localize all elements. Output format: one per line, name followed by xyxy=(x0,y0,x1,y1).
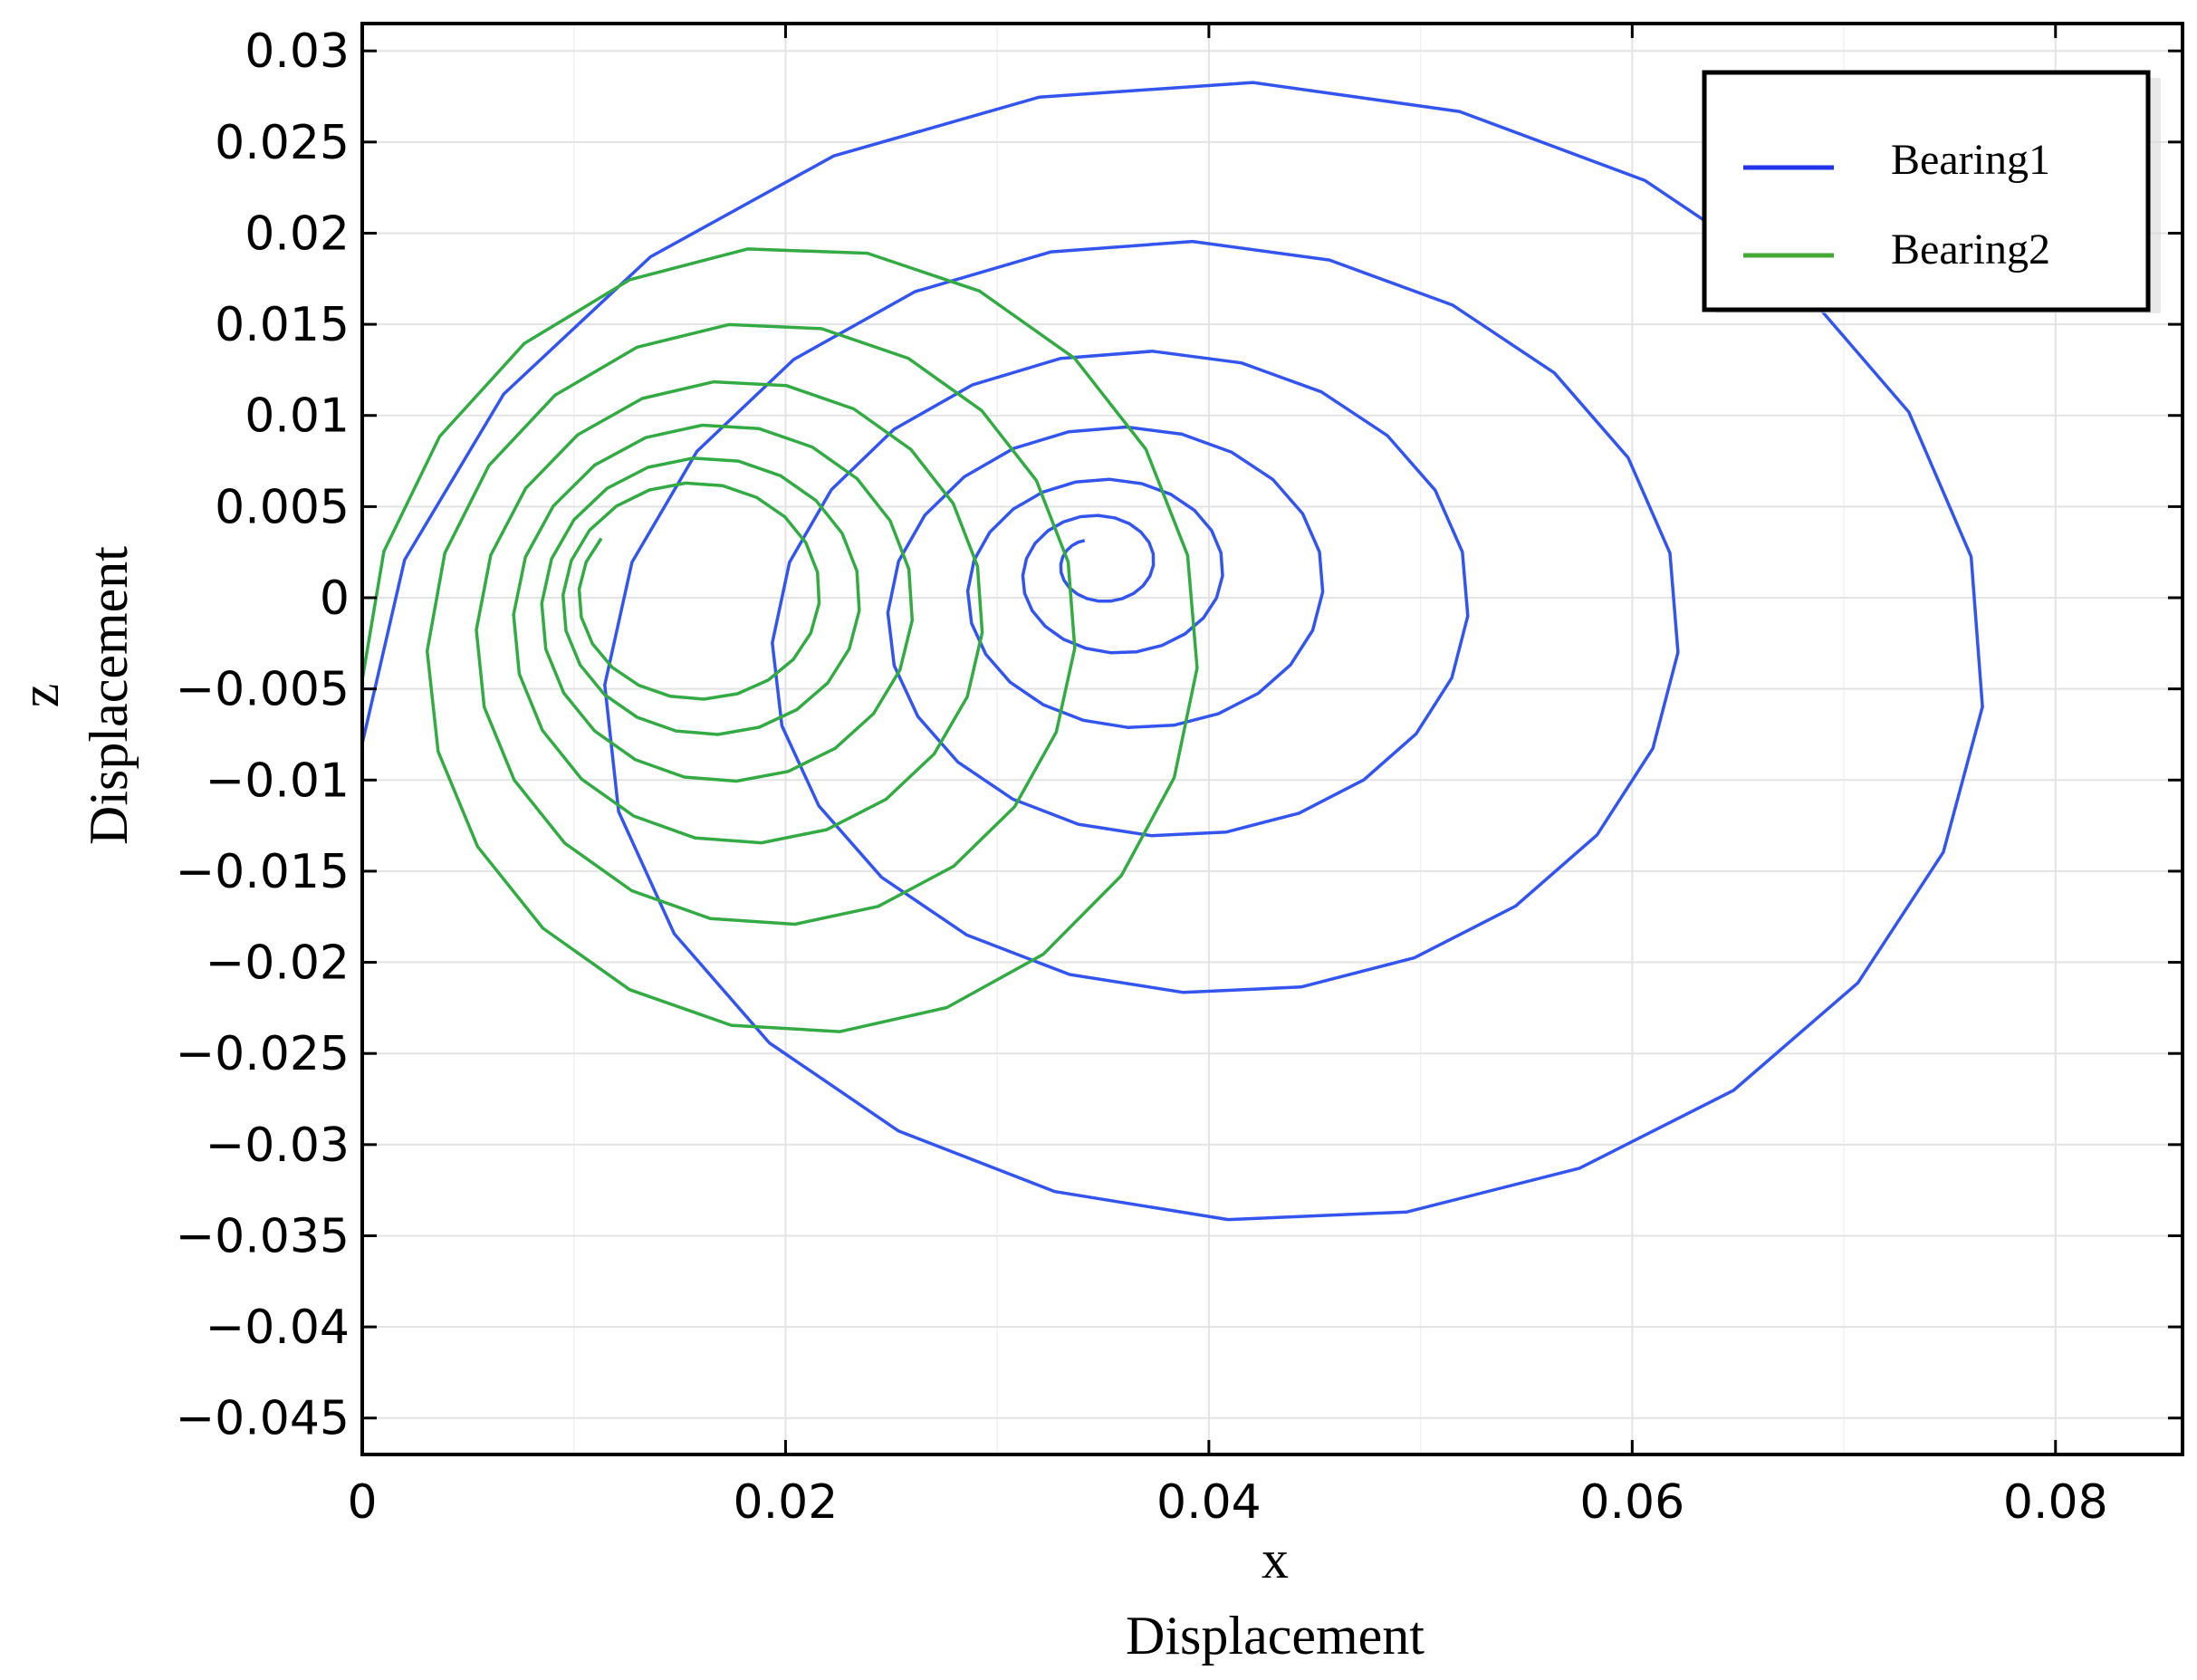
y-tick-label: 0.01 xyxy=(245,389,350,444)
series-line-bearing2 xyxy=(360,247,1199,1033)
x-tick-label: 0.04 xyxy=(1156,1475,1262,1530)
x-axis-label: Displacement xyxy=(1126,1606,1425,1666)
y-tick-label: −0.03 xyxy=(206,1118,350,1173)
y-tick-label: −0.035 xyxy=(176,1209,350,1263)
y-tick-label: −0.02 xyxy=(206,936,350,991)
y-tick-label: 0 xyxy=(320,571,350,626)
y-tick-label: −0.045 xyxy=(176,1392,350,1446)
x-tick-label: 0.08 xyxy=(2003,1475,2108,1530)
x-tick-label: 0 xyxy=(347,1475,377,1530)
y-tick-label: 0.02 xyxy=(245,206,350,261)
series-line-bearing1 xyxy=(360,81,1984,1222)
y-tick-label: −0.005 xyxy=(176,663,350,717)
y-tick-label: −0.04 xyxy=(206,1301,350,1355)
legend: Bearing1 Bearing2 xyxy=(1702,70,2161,313)
series-layer xyxy=(360,81,1984,1222)
y-tick-label: 0.015 xyxy=(215,298,350,352)
y-tick-label: 0.005 xyxy=(215,480,350,534)
y-tick-label: −0.015 xyxy=(176,845,350,899)
x-tick-label: 0.06 xyxy=(1579,1475,1684,1530)
legend-box xyxy=(1702,70,2151,312)
legend-label-bearing2: Bearing2 xyxy=(1891,226,2050,274)
axis-ticks: 0 0.02 0.04 0.06 0.08 0.03 0.025 0.02 0.015 0.01 0… xyxy=(176,24,2183,1530)
x-tick-label: 0.02 xyxy=(734,1475,839,1530)
y-tick-label: −0.025 xyxy=(176,1027,350,1081)
y-tick-label: 0.025 xyxy=(215,116,350,170)
y-axis-variable: z xyxy=(10,684,70,708)
legend-label-bearing1: Bearing1 xyxy=(1891,136,2050,184)
plot-frame xyxy=(360,22,2184,1456)
x-axis-variable: x xyxy=(1262,1530,1289,1589)
y-axis-label: Displacement xyxy=(79,546,139,845)
y-tick-label: 0.03 xyxy=(245,24,350,79)
y-tick-label: −0.01 xyxy=(206,754,350,808)
